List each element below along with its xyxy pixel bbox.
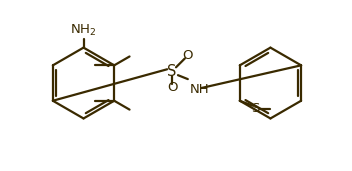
Text: NH: NH: [190, 83, 209, 96]
Text: O: O: [183, 49, 193, 62]
Text: NH$_2$: NH$_2$: [70, 23, 97, 38]
Text: O: O: [167, 81, 177, 94]
Text: S: S: [168, 64, 177, 79]
Text: S: S: [251, 102, 260, 115]
